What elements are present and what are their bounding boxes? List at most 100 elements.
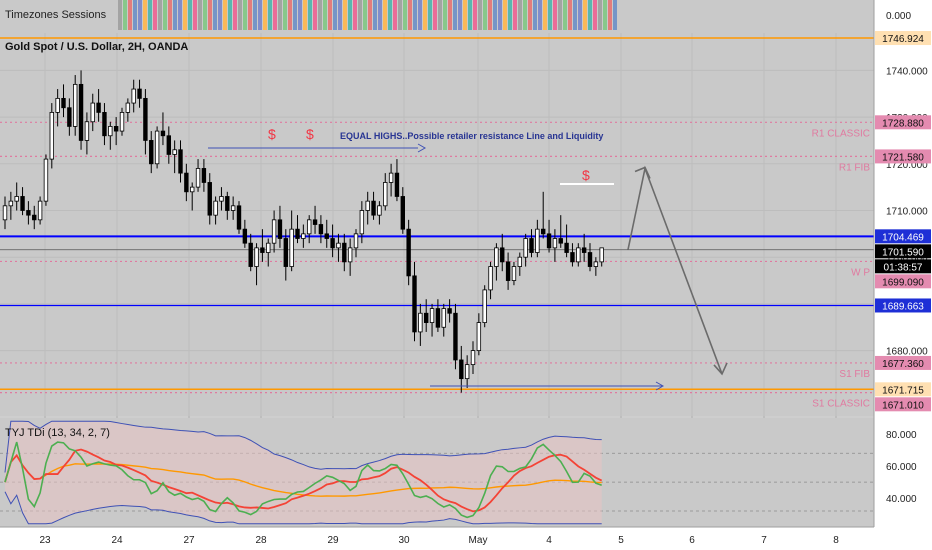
candle[interactable] (476, 313, 482, 356)
candle[interactable] (505, 252, 511, 290)
candle[interactable] (207, 173, 212, 225)
candle[interactable] (2, 196, 8, 230)
candle[interactable] (464, 355, 470, 388)
candle[interactable] (564, 224, 569, 258)
candle[interactable] (593, 257, 599, 276)
candle[interactable] (406, 219, 411, 286)
candle[interactable] (8, 191, 14, 220)
candle[interactable] (371, 191, 376, 220)
candle[interactable] (365, 191, 370, 225)
candle[interactable] (306, 215, 312, 244)
candle[interactable] (195, 159, 201, 192)
candle[interactable] (277, 205, 283, 248)
candle[interactable] (289, 210, 294, 272)
candle[interactable] (125, 98, 131, 122)
tdi-indicator[interactable] (0, 420, 874, 525)
candle[interactable] (32, 205, 37, 230)
candle[interactable] (336, 233, 341, 262)
candle[interactable] (377, 201, 382, 225)
candle[interactable] (260, 229, 265, 262)
candle[interactable] (184, 163, 189, 202)
tdi-price-line[interactable] (4, 441, 602, 519)
projection-arrows[interactable] (627, 165, 728, 376)
candle[interactable] (494, 243, 499, 281)
candle[interactable] (61, 84, 66, 118)
candle[interactable] (429, 303, 435, 337)
candle[interactable] (353, 229, 359, 258)
candle[interactable] (517, 252, 522, 276)
tdi-upper-band[interactable] (4, 420, 602, 473)
candle[interactable] (576, 243, 581, 267)
candle[interactable] (201, 159, 207, 192)
candle[interactable] (394, 159, 400, 202)
candle[interactable] (166, 126, 171, 164)
candle[interactable] (266, 238, 271, 267)
candle[interactable] (108, 121, 113, 150)
candle[interactable] (73, 75, 78, 136)
candle[interactable] (225, 191, 230, 220)
candle[interactable] (154, 126, 160, 169)
candle[interactable] (312, 205, 318, 234)
candle[interactable] (441, 303, 446, 337)
candle[interactable] (400, 187, 405, 234)
candle[interactable] (172, 140, 177, 174)
candle[interactable] (318, 215, 324, 244)
candle[interactable] (546, 219, 552, 253)
candle[interactable] (388, 163, 394, 197)
candle[interactable] (90, 93, 95, 132)
candle[interactable] (20, 187, 25, 216)
candle[interactable] (529, 229, 534, 258)
candle[interactable] (96, 89, 101, 122)
candle[interactable] (459, 345, 464, 393)
candle[interactable] (359, 201, 365, 244)
candle[interactable] (541, 191, 546, 239)
candle[interactable] (558, 215, 563, 248)
candle[interactable] (482, 285, 487, 328)
candle[interactable] (500, 233, 505, 272)
candle[interactable] (236, 201, 242, 234)
candle[interactable] (488, 261, 493, 300)
candle[interactable] (295, 215, 300, 244)
candle[interactable] (248, 233, 253, 272)
candle[interactable] (102, 103, 107, 146)
candle[interactable] (570, 243, 575, 267)
candle[interactable] (511, 261, 517, 286)
candle[interactable] (67, 98, 72, 136)
candle[interactable] (330, 224, 335, 258)
candle[interactable] (55, 89, 60, 127)
candle[interactable] (254, 243, 259, 286)
candle[interactable] (587, 243, 593, 272)
candle[interactable] (113, 117, 119, 146)
candle[interactable] (26, 201, 31, 225)
candle[interactable] (149, 131, 154, 174)
candle[interactable] (412, 261, 417, 342)
candle[interactable] (230, 196, 236, 220)
candle[interactable] (137, 79, 142, 108)
candle[interactable] (383, 173, 388, 211)
timezones-panel[interactable]: Timezones Sessions (0, 0, 874, 33)
candle[interactable] (14, 182, 19, 211)
candle[interactable] (160, 112, 166, 146)
candle[interactable] (242, 219, 248, 248)
candle[interactable] (324, 219, 329, 248)
candle[interactable] (347, 238, 353, 276)
candle[interactable] (301, 224, 306, 248)
candlesticks[interactable] (2, 70, 604, 393)
candle[interactable] (78, 70, 84, 150)
candle[interactable] (581, 233, 587, 262)
candle[interactable] (435, 299, 441, 332)
tdi-signal-line[interactable] (4, 448, 603, 513)
candle[interactable] (523, 233, 528, 267)
candle[interactable] (178, 140, 183, 183)
candle[interactable] (213, 196, 218, 225)
candle[interactable] (447, 299, 452, 323)
candle[interactable] (49, 103, 54, 169)
candle[interactable] (418, 303, 423, 346)
tdi-lower-band[interactable] (4, 491, 602, 525)
candle[interactable] (271, 210, 277, 253)
candle[interactable] (535, 219, 540, 258)
candle[interactable] (283, 229, 288, 281)
candle[interactable] (84, 112, 90, 155)
candle[interactable] (43, 154, 49, 206)
